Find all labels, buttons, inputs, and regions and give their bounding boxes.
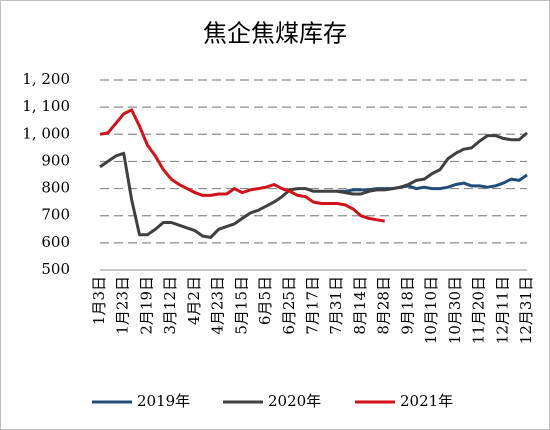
y-tick-label: 1, 100 — [22, 97, 70, 115]
y-tick-label: 600 — [41, 233, 70, 251]
y-tick-label: 700 — [41, 206, 70, 224]
x-tick-label: 1月23日 — [114, 276, 132, 335]
x-tick-label: 5月15日 — [232, 276, 250, 335]
y-tick-label: 900 — [41, 151, 70, 169]
y-tick-label: 1, 000 — [22, 124, 70, 142]
x-tick-label: 1月3日 — [90, 276, 108, 325]
x-tick-label: 6月25日 — [280, 276, 298, 335]
x-tick-label: 8月28日 — [375, 276, 393, 335]
legend-label: 2021年 — [400, 392, 453, 410]
x-tick-label: 4月23日 — [209, 276, 227, 335]
x-tick-label: 12月11日 — [493, 276, 511, 344]
x-tick-label: 8月14日 — [351, 276, 369, 335]
legend-label: 2019年 — [137, 392, 190, 410]
x-tick-label: 2月19日 — [137, 276, 155, 335]
x-tick-label: 3月12日 — [161, 276, 179, 335]
x-tick-label: 12月31日 — [517, 276, 535, 344]
x-tick-label: 11月20日 — [470, 276, 488, 344]
x-tick-label: 10月30日 — [446, 276, 464, 344]
x-tick-label: 6月5日 — [256, 276, 274, 325]
chart-title: 焦企焦煤库存 — [203, 20, 347, 48]
legend-label: 2020年 — [268, 392, 321, 410]
y-tick-label: 800 — [41, 179, 70, 197]
x-tick-label: 10月10日 — [422, 276, 440, 344]
series-line — [99, 131, 528, 239]
x-tick-label: 7月31日 — [327, 276, 345, 335]
x-tick-label: 7月17日 — [304, 276, 322, 335]
y-tick-label: 500 — [41, 260, 70, 278]
x-tick-label: 9月18日 — [398, 276, 416, 335]
y-tick-label: 1, 200 — [22, 70, 70, 88]
x-tick-label: 4月2日 — [185, 276, 203, 325]
series-line — [99, 108, 385, 223]
